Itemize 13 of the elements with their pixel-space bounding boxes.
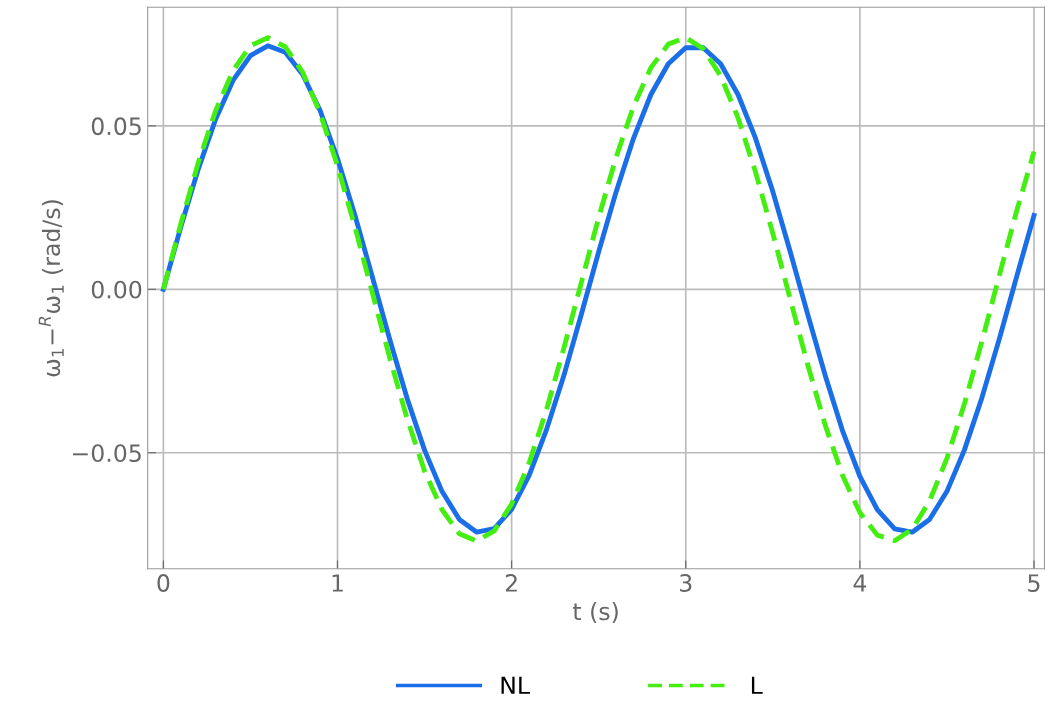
y-tick-label: 0.00 bbox=[91, 280, 142, 299]
x-tick-label: 2 bbox=[505, 574, 517, 592]
legend-label: NL bbox=[501, 676, 530, 694]
x-axis-title: t (s) bbox=[572, 602, 618, 624]
x-tick-label: 1 bbox=[332, 574, 343, 592]
x-tick-label: 3 bbox=[680, 574, 692, 592]
x-tick-label: 5 bbox=[1028, 574, 1040, 592]
y-axis-title: ω$_{1}$−$^{R}$ω$_{1}$ (rad/s) bbox=[38, 200, 64, 377]
x-tick-label: 0 bbox=[157, 574, 170, 592]
legend-label: L bbox=[751, 676, 763, 694]
x-tick-label: 4 bbox=[853, 574, 867, 592]
y-tick-label: −0.05 bbox=[72, 444, 141, 463]
y-tick-label: 0.05 bbox=[91, 117, 141, 136]
